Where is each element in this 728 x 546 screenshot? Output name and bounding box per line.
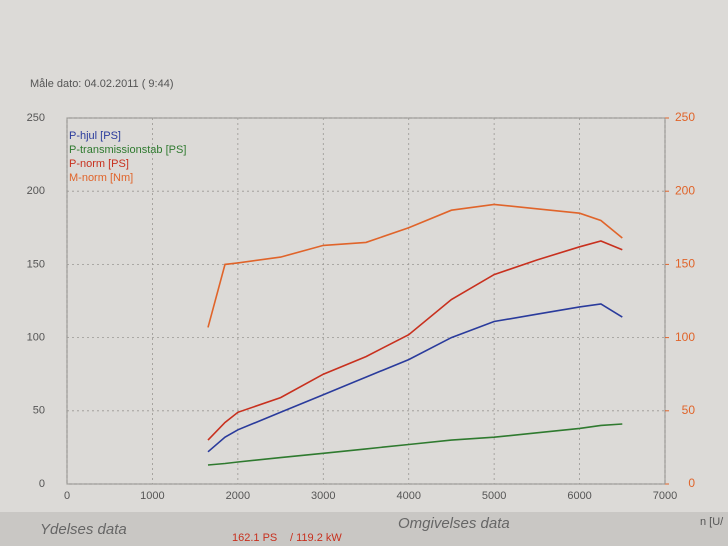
y2-tick-label: 0: [688, 476, 695, 490]
series-line: [207, 423, 623, 466]
legend-entry: P-transmissionstab [PS]: [69, 144, 186, 156]
header: Måle dato: 04.02.2011 ( 9:44): [30, 78, 174, 90]
y2-tick-label: 250: [675, 110, 695, 124]
x-tick-label: 2000: [226, 490, 250, 502]
y-tick-label: 50: [33, 405, 45, 417]
x-tick-label: 4000: [396, 490, 420, 502]
footer-band: [0, 512, 728, 546]
power-kw: / 119.2 kW: [290, 532, 342, 544]
x-tick-label: 5000: [482, 490, 506, 502]
x-tick-label: 7000: [653, 490, 677, 502]
y-tick-label: 0: [39, 478, 45, 490]
power-ps: 162.1 PS: [232, 532, 277, 544]
legend-entry: P-norm [PS]: [69, 158, 129, 170]
footer-left-title: Ydelses data: [40, 521, 127, 538]
y-tick-label: 200: [27, 185, 45, 197]
x-tick-label: 0: [64, 490, 70, 502]
plot-area: [66, 117, 666, 485]
legend-entry: P-hjul [PS]: [69, 130, 121, 142]
x-tick-label: 3000: [311, 490, 335, 502]
y2-tick-label: 200: [675, 183, 695, 197]
y2-tick-label: 50: [682, 403, 696, 417]
x-tick-label: 6000: [567, 490, 591, 502]
y2-tick-label: 150: [675, 257, 695, 271]
y-tick-label: 250: [27, 112, 45, 124]
series-line: [207, 303, 623, 453]
series-line: [207, 240, 623, 441]
y-tick-label: 100: [27, 332, 45, 344]
y-tick-label: 150: [27, 258, 45, 270]
x-tick-label: 1000: [140, 490, 164, 502]
y2-tick-label: 100: [675, 330, 695, 344]
series-line: [207, 203, 623, 328]
x-axis-label: n [U/: [700, 516, 724, 528]
legend-entry: M-norm [Nm]: [69, 172, 133, 184]
footer-right-title: Omgivelses data: [398, 515, 510, 532]
